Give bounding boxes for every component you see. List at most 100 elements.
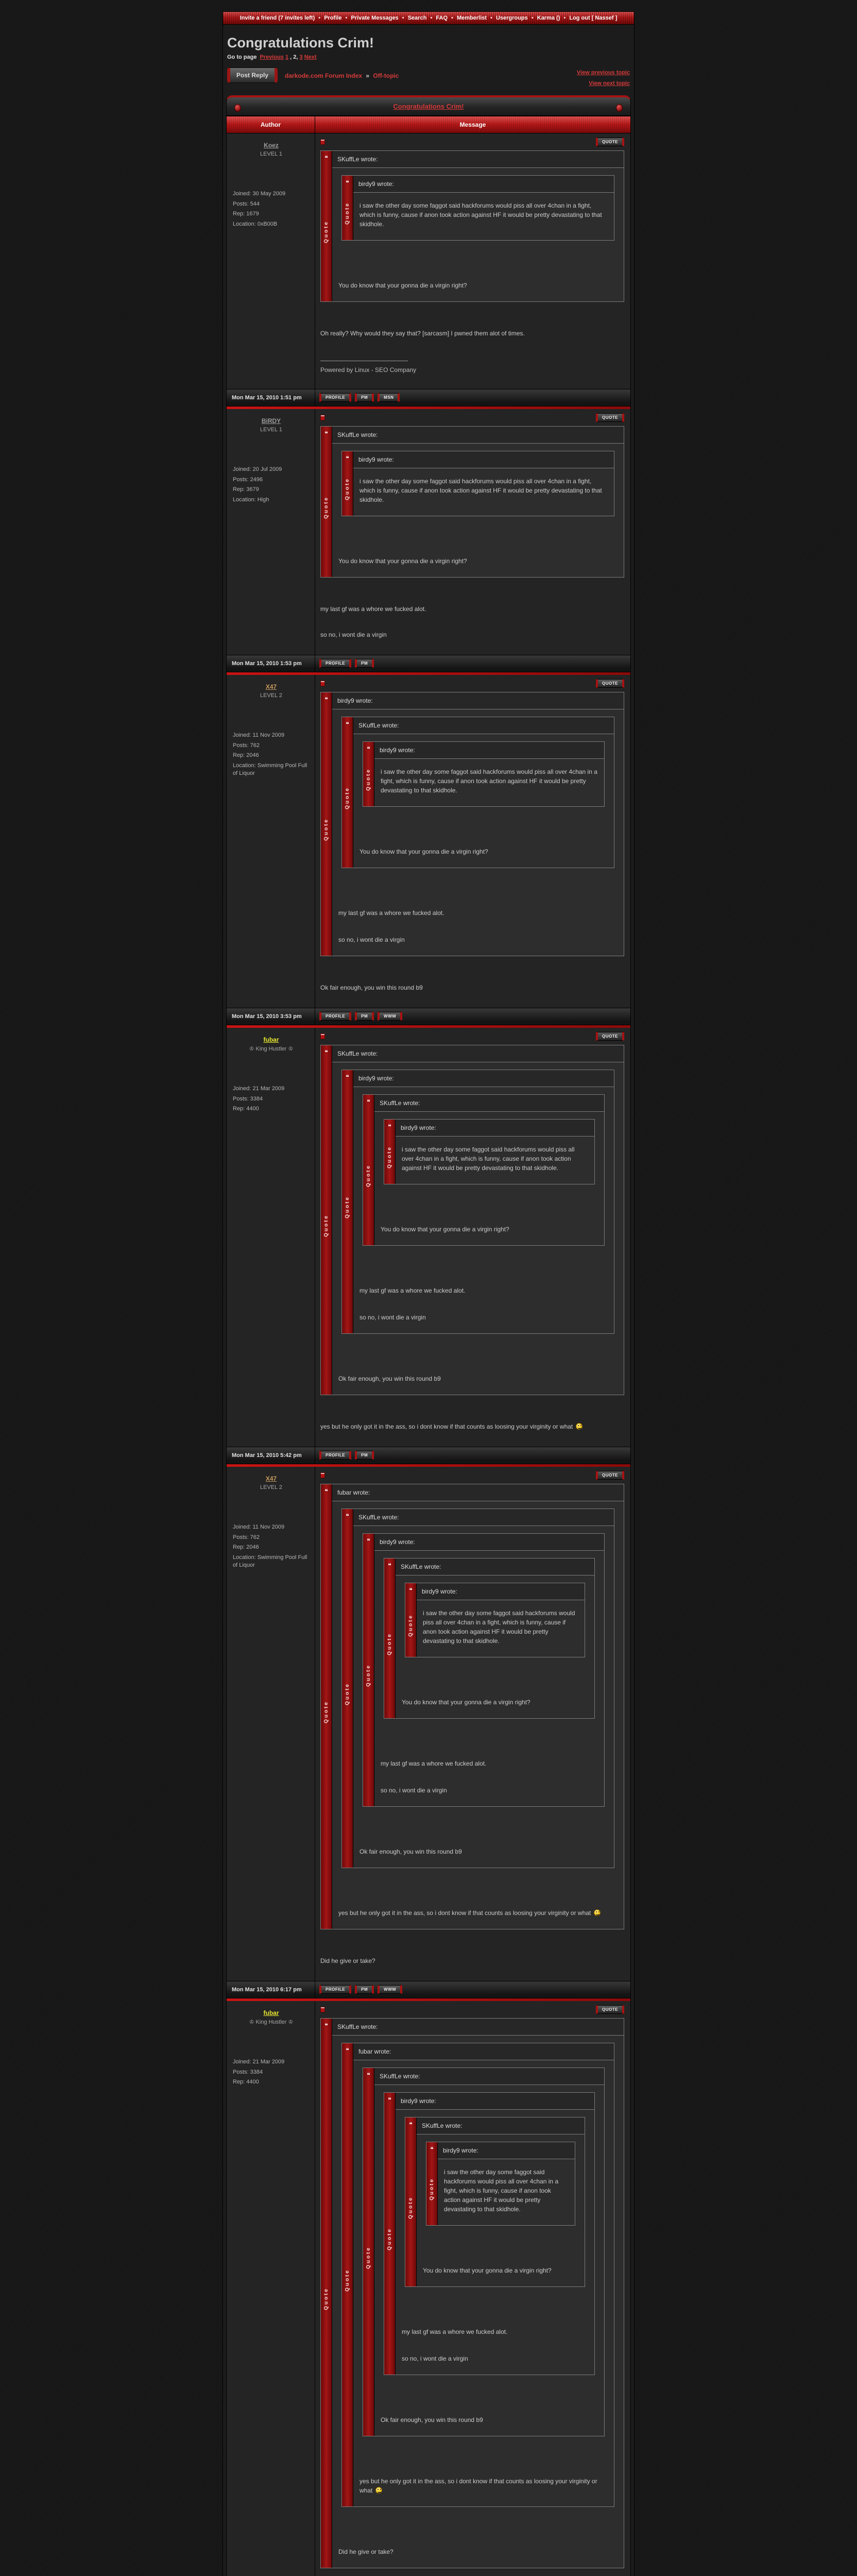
post-message-toolbar: QUOTE (320, 1031, 624, 1041)
goto-page-text: , 2, (290, 54, 298, 60)
post-reply-text: my last gf was a whore we fucked alot. so… (320, 604, 624, 639)
quote-author-header: birdy9 wrote: (332, 692, 624, 709)
post-footer-buttons: PROFILE PM WWW (315, 1008, 630, 1025)
breadcrumb-forum-index-link[interactable]: darkode.com Forum Index (285, 72, 363, 79)
quote-button[interactable]: QUOTE (596, 679, 624, 688)
pm-button[interactable]: PM (355, 1012, 374, 1021)
quote-author-header: SKuffLe wrote: (353, 1509, 614, 1526)
thread-title-link[interactable]: Congratulations Crim! (393, 102, 464, 110)
post-reply-button[interactable]: Post Reply (227, 67, 278, 83)
quote-author-header: SKuffLe wrote: (396, 1558, 594, 1575)
quote-button[interactable]: QUOTE (596, 413, 624, 422)
author-profile-link[interactable]: fubar (263, 2009, 279, 2016)
quote-content: i saw the other day some faggot said hac… (353, 193, 614, 240)
author-profile-link[interactable]: BiRDY (261, 417, 281, 425)
quote-vertical-label: Quote (387, 1632, 392, 1655)
post-reply-text: Oh really? Why would they say that? [sar… (320, 329, 624, 338)
quote-marks-icon: ❝ (346, 179, 349, 187)
profile-button[interactable]: PROFILE (319, 393, 352, 402)
quote-sidebar: ❝ Quote (321, 2018, 332, 2568)
profile-button[interactable]: PROFILE (319, 1012, 352, 1021)
goto-page-link[interactable]: Previous (260, 54, 284, 60)
nav-link[interactable]: Log out [ Nassef ] (569, 15, 618, 21)
quote-main: SKuffLe wrote: ❝ Quote birdy9 wrote: i saw t… (332, 426, 624, 577)
quote-vertical-label-area: Quote (345, 2055, 350, 2506)
nav-link[interactable]: Usergroups (496, 15, 528, 21)
nav-separator: • (400, 15, 406, 21)
quote-button[interactable]: QUOTE (596, 1031, 624, 1041)
pm-button[interactable]: PM (355, 659, 374, 668)
profile-button[interactable]: PROFILE (319, 1985, 352, 1994)
quote-block: ❝ Quote SKuffLe wrote: ❝ Quote birdy9 wrote: i… (405, 2116, 585, 2287)
quote-vertical-label: Quote (366, 2246, 371, 2269)
quote-vertical-label-area: Quote (387, 2104, 392, 2375)
quote-line: You do know that your gonna die a virgin… (381, 1225, 509, 1233)
nav-separator: • (562, 15, 568, 21)
author-profile-link[interactable]: X47 (265, 1475, 277, 1482)
post-icon (320, 139, 325, 145)
quote-marks-icon: ❝ (409, 2121, 413, 2128)
post-message-cell: QUOTE ❝ Quote SKuffLe wrote: ❝ Quote birdy9 wr… (315, 1028, 630, 1447)
pm-button[interactable]: PM (355, 1985, 374, 1994)
quote-main: birdy9 wrote: i saw the other day some fa… (374, 741, 604, 806)
post-row: X47 LEVEL 2 Joined: 11 Nov 2009 Posts: 762 R… (226, 674, 631, 1008)
quote-vertical-label-area: Quote (323, 1057, 329, 1395)
quote-author-header: SKuffLe wrote: (332, 426, 624, 444)
pm-button[interactable]: PM (355, 393, 374, 402)
post-author-name: fubar (233, 1036, 310, 1043)
quote-vertical-label-area: Quote (323, 704, 329, 956)
author-profile-link[interactable]: fubar (263, 1036, 279, 1043)
profile-button[interactable]: PROFILE (319, 1451, 352, 1460)
quote-button[interactable]: QUOTE (596, 1470, 624, 1480)
author-profile-link[interactable]: X47 (265, 683, 277, 690)
quote-main: SKuffLe wrote: ❝ Quote fubar wrote: ❝ Quote SK… (332, 2018, 624, 2568)
quote-marks-icon: ❝ (346, 454, 349, 462)
msn-button[interactable]: MSN (378, 393, 400, 402)
quote-block: ❝ Quote birdy9 wrote: i saw the other day s… (363, 741, 605, 807)
nav-link[interactable]: Profile (324, 15, 342, 21)
author-info-line: Location: 0xB00B (233, 221, 278, 228)
reply-line: yes but he only got it in the ass, so i … (320, 1422, 624, 1431)
nav-link[interactable]: Karma () (537, 15, 560, 21)
post-footer-buttons: PROFILE PM (315, 1447, 630, 1464)
nav-link[interactable]: Invite a friend (7 invites left) (239, 15, 315, 21)
quote-marks-icon: ❝ (324, 696, 328, 703)
goto-page-top: Go to page Previous 1 , 2, 3 Next (227, 54, 630, 60)
nav-link[interactable]: FAQ (436, 15, 448, 21)
nav-link[interactable]: Private Messages (351, 15, 399, 21)
quote-marks-icon: ❝ (367, 745, 370, 753)
view-next-topic-link[interactable]: View next topic (589, 80, 630, 87)
quote-line: so no, i wont die a virgin (381, 1786, 447, 1794)
goto-page-link[interactable]: Next (304, 54, 317, 60)
post-author-rank: LEVEL 1 (260, 150, 282, 157)
www-button[interactable]: WWW (378, 1985, 403, 1994)
post-message-toolbar: QUOTE (320, 2005, 624, 2014)
author-info-line: Rep: 1679 (233, 211, 259, 217)
post-reply-text: Ok fair enough, you win this round b9 (320, 983, 624, 992)
quote-button[interactable]: QUOTE (596, 2005, 624, 2014)
goto-page-link[interactable]: 3 (299, 54, 303, 60)
breadcrumb-section-link[interactable]: Off-topic (373, 72, 399, 79)
quote-main: SKuffLe wrote: ❝ Quote birdy9 wrote: i saw t… (332, 150, 624, 301)
nav-link[interactable]: Search (407, 15, 427, 21)
quote-marks-icon: ❝ (346, 1512, 349, 1520)
goto-page-link[interactable]: 1 (285, 54, 289, 60)
author-info-line: Joined: 21 Mar 2009 (233, 2058, 285, 2065)
post-message-cell: QUOTE ❝ Quote SKuffLe wrote: ❝ Quote birdy9 wr… (315, 133, 630, 389)
nav-link[interactable]: Memberlist (456, 15, 487, 21)
quote-button[interactable]: QUOTE (596, 137, 624, 146)
view-previous-topic-link[interactable]: View previous topic (576, 70, 630, 76)
post-icon (320, 414, 325, 420)
quote-content: i saw the other day some faggot said hac… (396, 1137, 594, 1184)
author-profile-link[interactable]: Koez (264, 141, 279, 149)
quote-author-header: SKuffLe wrote: (332, 2018, 624, 2036)
quote-block: ❝ Quote birdy9 wrote: i saw the other day s… (341, 450, 614, 516)
post-separator (226, 672, 631, 675)
www-button[interactable]: WWW (378, 1012, 403, 1021)
quote-content: ❝ Quote birdy9 wrote: i saw the other day s… (374, 1112, 604, 1245)
author-info-line: Rep: 2046 (233, 752, 259, 759)
author-info-line: Posts: 544 (233, 200, 260, 207)
quote-block: ❝ Quote SKuffLe wrote: ❝ Quote birdy9 wrote: i… (320, 426, 624, 578)
profile-button[interactable]: PROFILE (319, 659, 352, 668)
pm-button[interactable]: PM (355, 1451, 374, 1460)
